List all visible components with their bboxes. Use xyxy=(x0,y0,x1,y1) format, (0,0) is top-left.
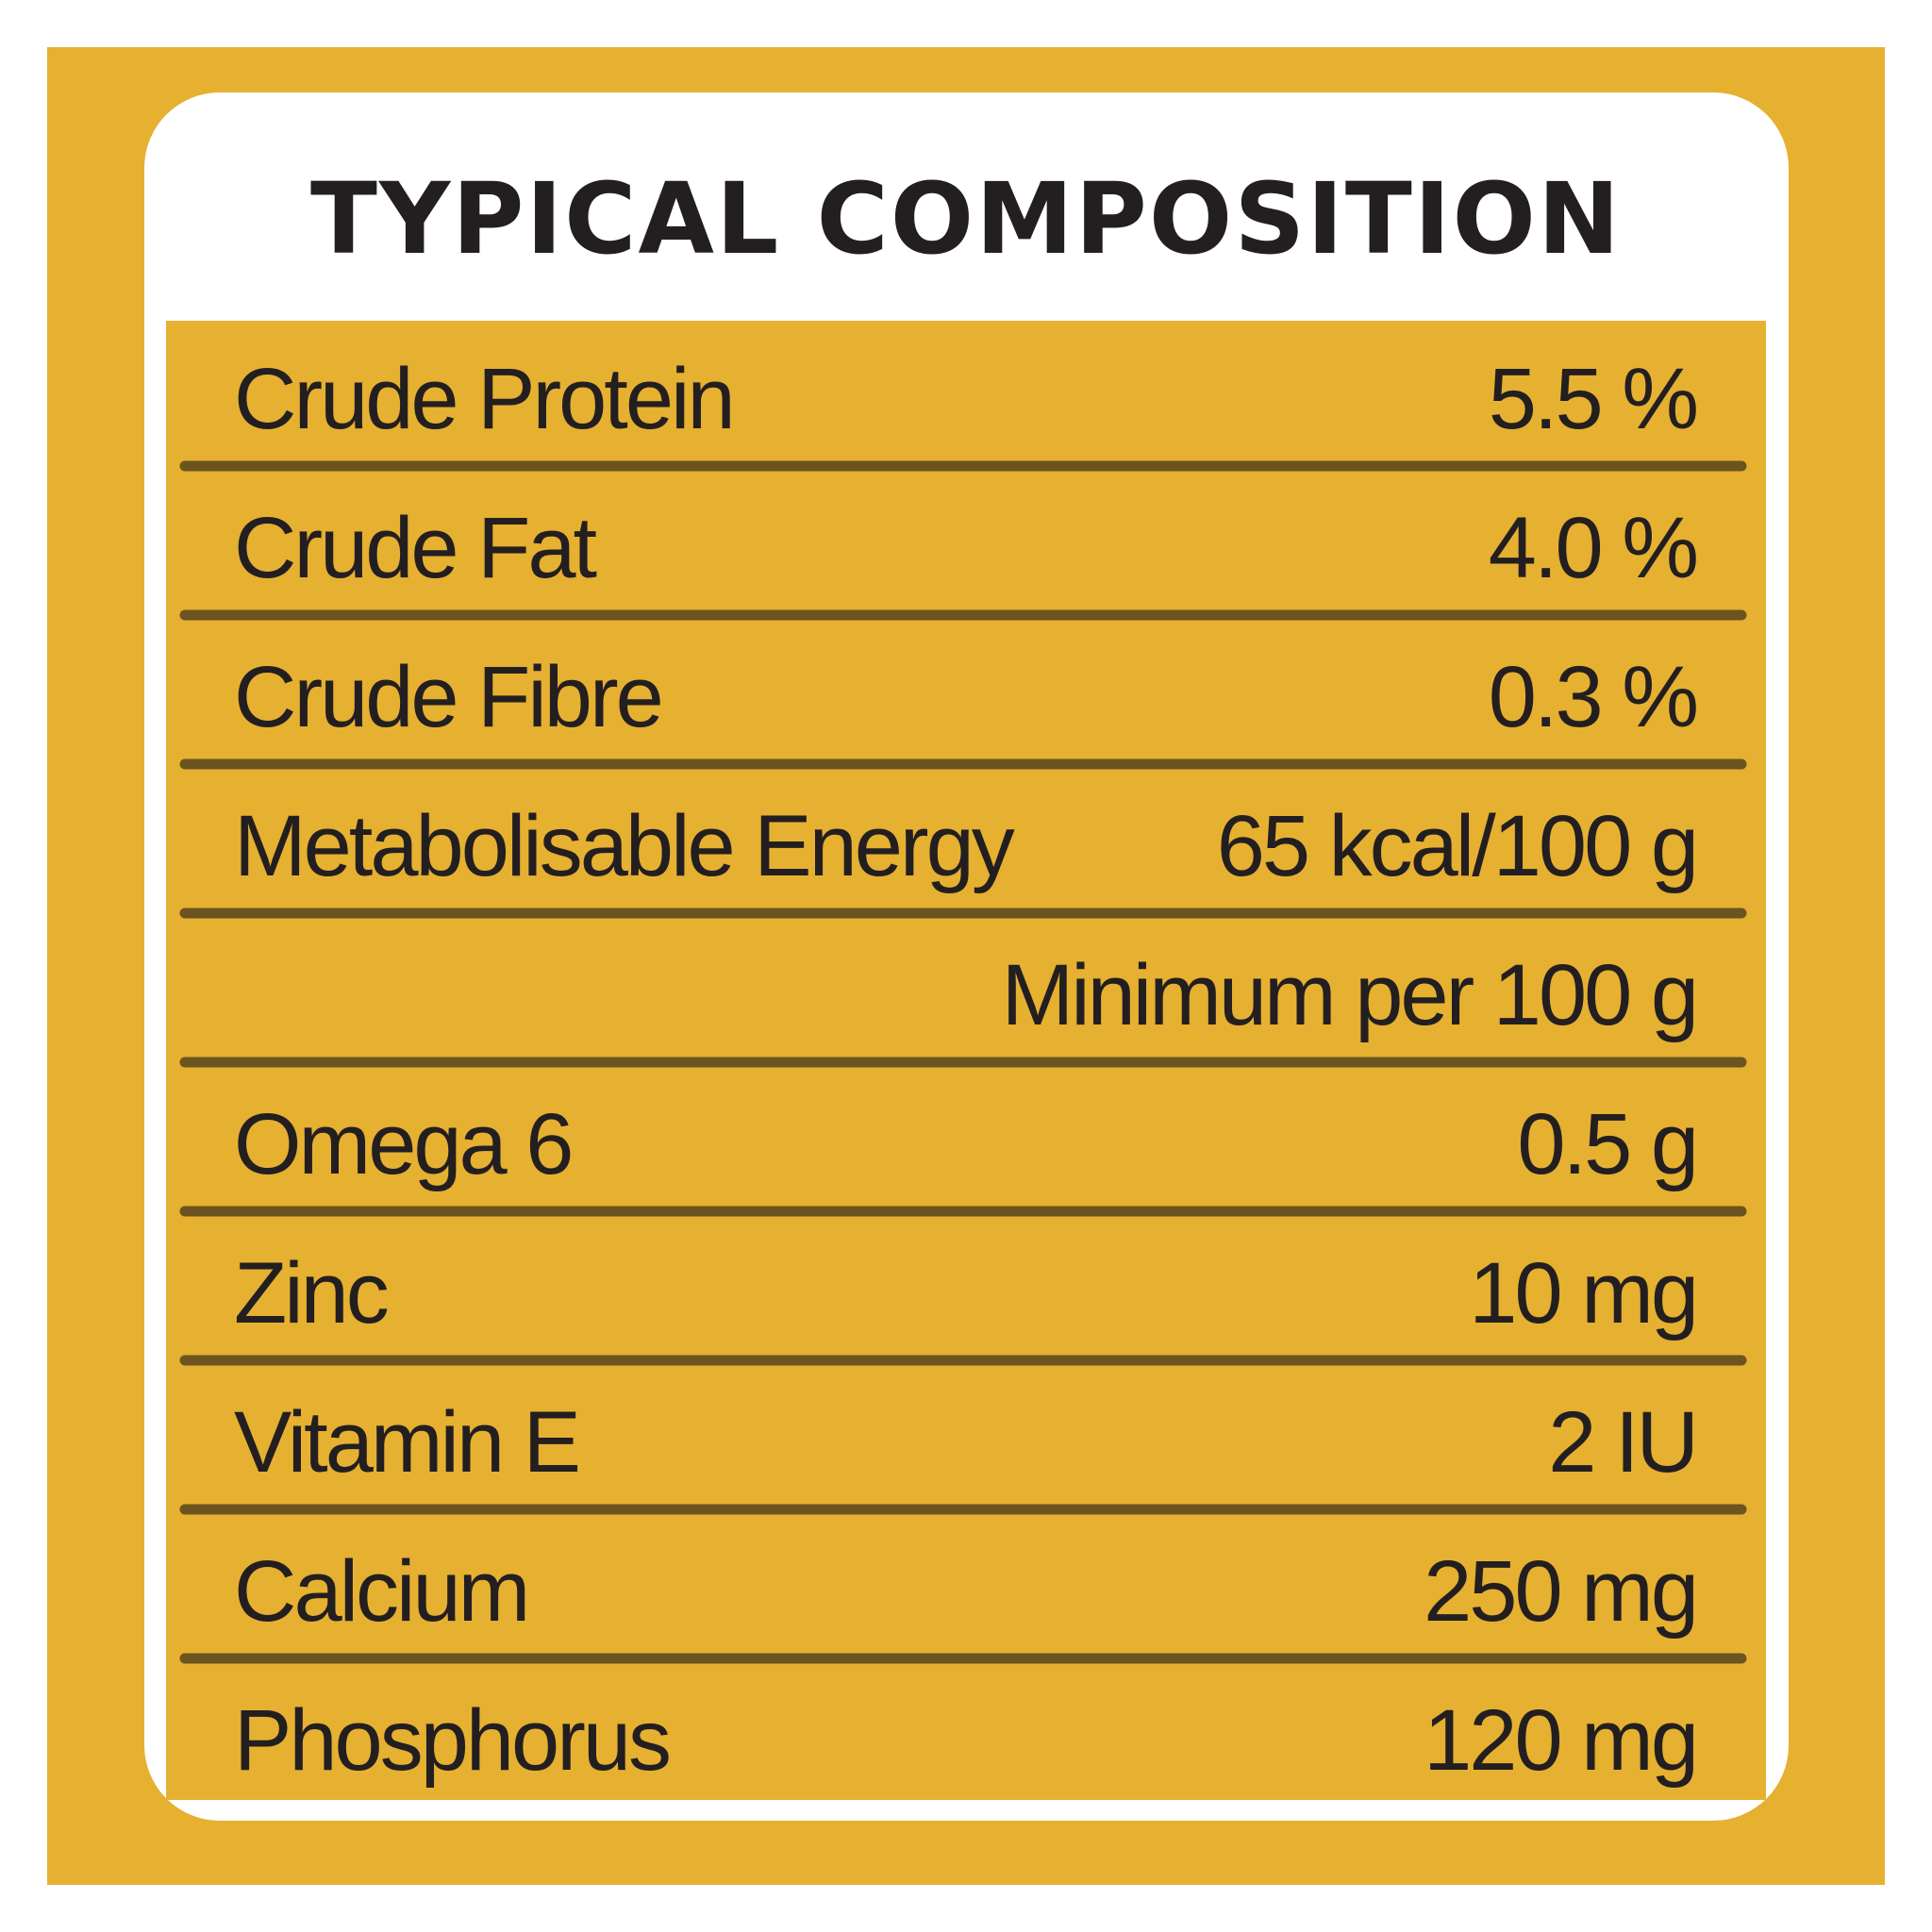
row-label: Vitamin E xyxy=(234,1394,578,1491)
row-value: 120 mg xyxy=(1424,1692,1696,1789)
row-value: 65 kcal/100 g xyxy=(1217,798,1696,894)
row-value: Minimum per 100 g xyxy=(1002,947,1696,1043)
row-value: 0.5 g xyxy=(1517,1096,1696,1192)
row-label: Calcium xyxy=(234,1543,527,1640)
row-value: 10 mg xyxy=(1469,1245,1696,1341)
row-label: Crude Fibre xyxy=(234,649,661,745)
row-value: 5.5 % xyxy=(1489,351,1696,447)
row-value: 4.0 % xyxy=(1489,500,1696,596)
row-label: Omega 6 xyxy=(234,1096,571,1192)
row-label: Phosphorus xyxy=(234,1692,669,1789)
composition-table: Crude Protein 5.5 % Crude Fat 4.0 % Crude Fi… xyxy=(179,351,1747,1789)
row-value: 0.3 % xyxy=(1489,649,1696,745)
row-value: 2 IU xyxy=(1548,1394,1696,1491)
row-label: Metabolisable Energy xyxy=(234,798,1015,894)
row-label: Zinc xyxy=(234,1245,388,1341)
row-value: 250 mg xyxy=(1424,1543,1696,1640)
title: TYPICAL COMPOSITION xyxy=(310,161,1622,276)
row-label: Crude Protein xyxy=(234,351,733,447)
row-label: Crude Fat xyxy=(234,500,596,596)
